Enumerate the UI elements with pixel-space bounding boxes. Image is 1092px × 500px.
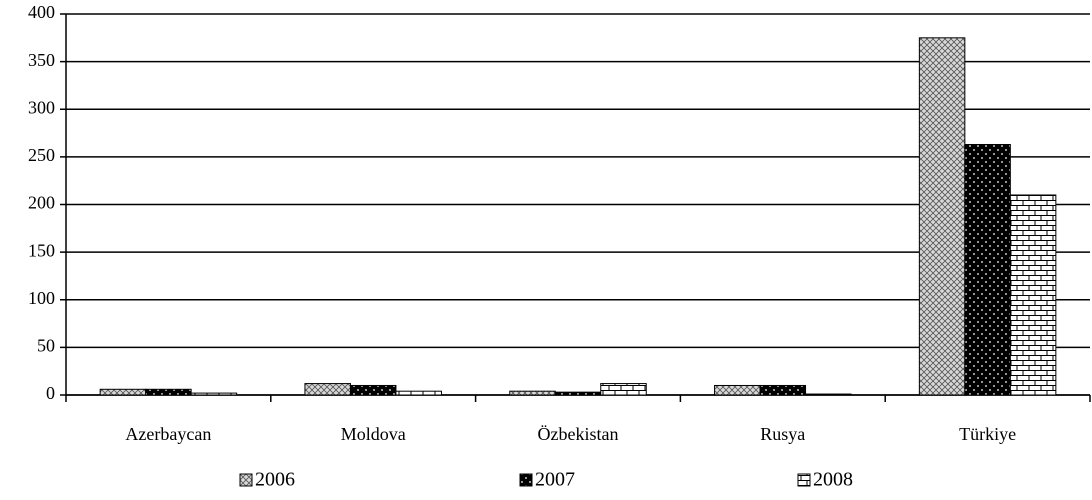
legend-label: 2006 bbox=[255, 469, 295, 491]
legend-swatch bbox=[797, 473, 811, 487]
bar bbox=[509, 390, 556, 396]
y-tick-label: 150 bbox=[28, 240, 55, 260]
y-tick-label: 300 bbox=[28, 97, 55, 117]
bar bbox=[805, 393, 852, 396]
y-tick-label: 350 bbox=[28, 50, 55, 70]
bar bbox=[918, 37, 966, 396]
plot-area: 0 50 100 150 200 250 300 350 400 Azerbaycan Moldov… bbox=[28, 2, 1091, 444]
x-tick-label: Azerbaycan bbox=[125, 424, 211, 444]
y-tick-label: 400 bbox=[28, 2, 55, 22]
y-tick-label: 200 bbox=[28, 193, 55, 213]
legend-swatch bbox=[239, 473, 253, 487]
legend: 2006 2007 2008 bbox=[239, 469, 853, 491]
x-tick-label: Özbekistan bbox=[538, 424, 619, 444]
y-tick-label: 50 bbox=[37, 336, 55, 356]
legend-swatch bbox=[519, 473, 533, 487]
y-tick-label: 0 bbox=[46, 383, 55, 403]
bar bbox=[304, 383, 351, 396]
bar bbox=[714, 384, 761, 396]
x-tick-label: Türkiye bbox=[959, 424, 1016, 444]
bar bbox=[554, 391, 602, 396]
bar bbox=[395, 390, 442, 396]
bar bbox=[964, 143, 1011, 396]
x-tick-label: Moldova bbox=[341, 424, 406, 444]
legend-label: 2007 bbox=[535, 469, 575, 491]
bar bbox=[145, 388, 192, 396]
y-tick-label: 100 bbox=[28, 288, 55, 308]
legend-label: 2008 bbox=[813, 469, 853, 491]
bar bbox=[349, 384, 397, 396]
y-tick-label: 250 bbox=[28, 145, 55, 165]
bar bbox=[759, 384, 807, 396]
bar bbox=[190, 392, 238, 396]
bar bbox=[99, 388, 147, 396]
x-tick-label: Rusya bbox=[760, 424, 805, 444]
bar bbox=[1009, 194, 1057, 396]
bar bbox=[600, 383, 647, 396]
